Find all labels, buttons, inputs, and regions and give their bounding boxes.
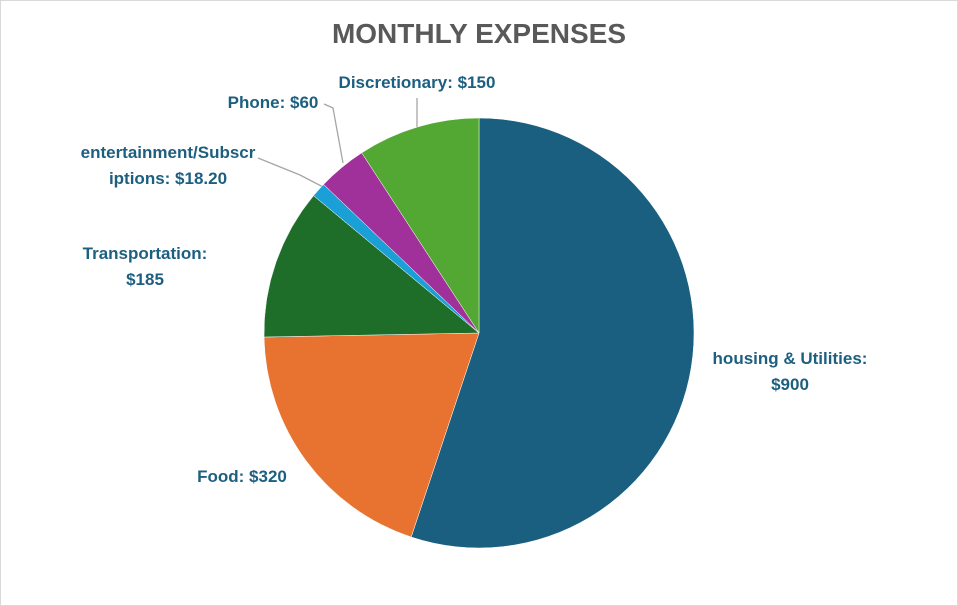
category-name: Phone [227,93,280,112]
label-separator: : [201,244,213,263]
category-name: housing & Utilities [712,349,862,368]
pie-slice [263,332,480,538]
data-label: entertainment/Subscriptions: $18.20 [79,140,257,192]
category-name: Food [197,467,239,486]
pie-slice [263,195,480,338]
data-label: Phone: $60 [228,90,319,116]
data-label: Food: $320 [197,464,287,490]
category-name: Transportation [82,244,202,263]
pie-slice [410,117,695,549]
label-separator: : [861,349,873,368]
chart-title: MONTHLY EXPENSES [331,18,627,49]
category-name: Discretionary [338,73,448,92]
label-separator: : [238,467,250,486]
value-label: $18.20 [175,169,228,188]
value-label: $150 [457,73,496,92]
data-label: Discretionary: $150 [339,70,496,96]
data-label: Transportation: $185 [75,241,215,293]
leader-line [257,157,328,190]
value-label: $320 [249,467,287,486]
pie-slice [361,117,480,334]
label-separator: : [279,93,290,112]
category-name: entertainment/Subscriptions [80,143,256,188]
label-separator: : [447,73,458,92]
value-label: $60 [289,93,319,112]
leader-line [323,103,344,164]
data-label: housing & Utilities: $900 [705,346,875,398]
label-separator: : [164,169,176,188]
value-label: $185 [126,270,164,289]
value-label: $900 [771,375,809,394]
